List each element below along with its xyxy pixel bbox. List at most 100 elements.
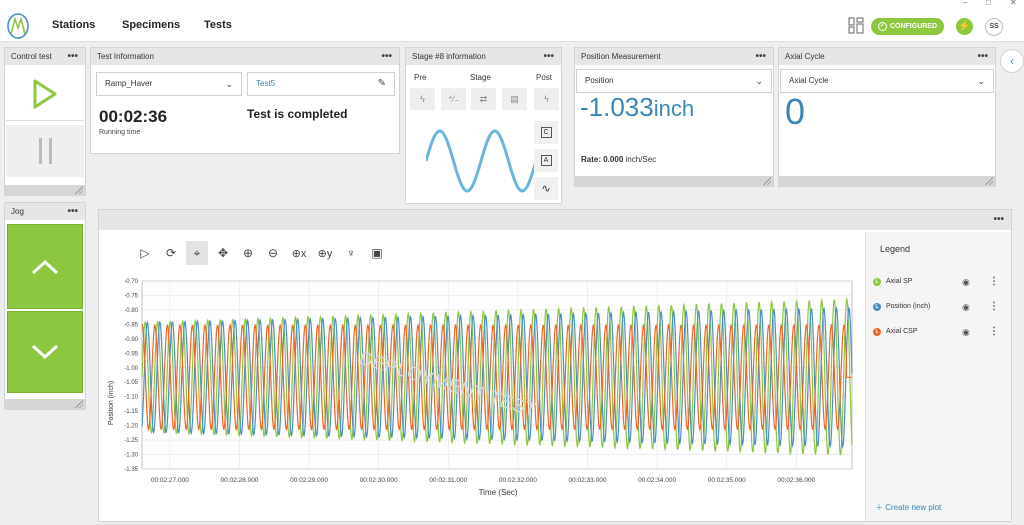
pan-move-icon[interactable]: ✥	[217, 246, 229, 260]
more-options-icon[interactable]: •••	[67, 206, 78, 217]
y-tick-label: -0.85	[124, 322, 138, 328]
test-information-header: Test Information •••	[91, 48, 399, 65]
eye-visibility-icon[interactable]: ◉	[962, 302, 970, 312]
y-tick-label: -1.15	[124, 409, 138, 415]
y-tick-label: -1.00	[124, 366, 138, 372]
ramp-icon[interactable]: ⁺⁄₋	[441, 88, 466, 110]
plot-header: •••	[99, 210, 1011, 230]
chevron-up-icon	[31, 259, 59, 274]
pre-lightning-icon[interactable]: ϟ	[410, 88, 435, 110]
pencil-edit-icon[interactable]: ✎	[377, 78, 386, 89]
nav-tests[interactable]: Tests	[204, 19, 232, 31]
rate-label: Rate:	[581, 155, 602, 164]
rate-value: 0.000	[603, 155, 624, 164]
cycle-icon[interactable]: ⇄	[471, 88, 496, 110]
y-tick-label: -1.05	[124, 380, 138, 386]
more-options-icon[interactable]: •••	[543, 51, 554, 62]
stage-waveform	[426, 129, 536, 193]
eye-visibility-icon[interactable]: ◉	[962, 277, 970, 287]
resize-grip-icon[interactable]	[75, 400, 83, 408]
play-button[interactable]	[6, 67, 84, 121]
more-options-icon[interactable]: •••	[381, 51, 392, 62]
y-tick-label: -0.90	[124, 337, 138, 343]
position-measurement-panel: Position Measurement ••• Position ⌄ -1.0…	[574, 47, 774, 187]
test-name-field[interactable]: Test5 ✎	[247, 72, 395, 96]
stage-c-button[interactable]: C	[534, 121, 558, 144]
create-new-plot-button[interactable]: ＋ Create new plot	[875, 502, 941, 513]
chevron-down-icon: ⌄	[977, 76, 985, 86]
kebab-menu-icon[interactable]: ⋮	[989, 326, 999, 337]
measurement-select[interactable]: Position ⌄	[576, 69, 772, 93]
more-options-icon[interactable]: •••	[977, 51, 988, 62]
resize-grip-icon[interactable]	[985, 177, 993, 185]
refresh-icon[interactable]: ⟳	[165, 246, 177, 260]
y-tick-label: -1.10	[124, 395, 138, 401]
series-marker-icon: L	[873, 328, 881, 336]
layout-grid-icon[interactable]	[848, 17, 864, 34]
maximize-button[interactable]: □	[986, 0, 991, 7]
sine-wave-icon[interactable]: ∿	[534, 177, 558, 200]
test-information-panel: Test Information ••• Ramp_Haver ⌄ Test5 …	[90, 47, 400, 154]
resize-grip-icon[interactable]	[75, 186, 83, 194]
legend-item-position[interactable]: L Position (inch) ◉ ⋮	[873, 300, 1003, 314]
zoom-out-icon[interactable]: ⊖	[267, 246, 279, 260]
legend-item-axial-csp[interactable]: L Axial CSP ◉ ⋮	[873, 325, 1003, 339]
crosshair-icon[interactable]: ⌖	[186, 241, 208, 265]
running-time-label: Running time	[99, 129, 141, 136]
kebab-menu-icon[interactable]: ⋮	[989, 276, 999, 287]
legend-panel: Legend L Axial SP ◉ ⋮ L Position (inch) …	[865, 232, 1011, 521]
nav-specimens[interactable]: Specimens	[122, 19, 181, 31]
c-icon: C	[540, 127, 552, 138]
x-tick-label: 00:02:30.000	[360, 477, 398, 484]
cycle-value: 0	[785, 91, 806, 132]
app-logo[interactable]	[6, 12, 30, 40]
kebab-menu-icon[interactable]: ⋮	[989, 301, 999, 312]
stage-pre-label: Pre	[414, 73, 427, 82]
zoom-x-icon[interactable]: ⊕x	[291, 247, 307, 260]
plug-icon[interactable]: ⚡	[956, 18, 973, 35]
more-options-icon[interactable]: •••	[67, 51, 78, 62]
panel-footer	[5, 185, 85, 195]
user-avatar[interactable]: SS	[985, 18, 1003, 36]
stage-a-button[interactable]: A	[534, 149, 558, 172]
procedure-select[interactable]: Ramp_Haver ⌄	[96, 72, 242, 96]
nav-stations[interactable]: Stations	[52, 19, 96, 31]
image-export-icon[interactable]: ▣	[371, 246, 383, 260]
position-value: -1.033	[580, 92, 654, 122]
position-chart[interactable]: -0.70 -0.75 -0.80 -0.85 -0.90 -0.95 -1.00 -1.05…	[100, 275, 862, 500]
minimize-button[interactable]: –	[963, 0, 968, 7]
x-tick-label: 00:02:27.000	[151, 477, 189, 484]
cycle-selected: Axial Cycle	[789, 76, 829, 85]
post-lightning-icon[interactable]: ϟ	[534, 88, 559, 110]
test-status-text: Test is completed	[247, 107, 348, 121]
more-options-icon[interactable]: •••	[755, 51, 766, 62]
y-tick-label: -1.35	[124, 467, 138, 473]
zoom-y-icon[interactable]: ⊕y	[317, 247, 333, 260]
close-button[interactable]: ✕	[1010, 0, 1017, 7]
position-measurement-header: Position Measurement •••	[575, 48, 773, 65]
stage-stage-label: Stage	[470, 73, 491, 82]
running-time-value: 00:02:36	[99, 107, 168, 126]
eye-visibility-icon[interactable]: ◉	[962, 327, 970, 337]
play-plot-icon[interactable]: ▷	[140, 246, 150, 260]
control-test-panel: Control test •••	[4, 47, 86, 196]
configured-status-badge[interactable]: ✓ CONFIGURED	[871, 18, 944, 35]
jog-down-button[interactable]	[7, 311, 83, 393]
brush-clear-icon[interactable]: ♆	[346, 246, 356, 260]
resize-grip-icon[interactable]	[763, 177, 771, 185]
x-tick-label: 00:02:31.000	[429, 477, 467, 484]
document-icon[interactable]: ▤	[502, 88, 527, 110]
panel-footer	[5, 399, 85, 409]
y-tick-label: -1.20	[124, 424, 138, 430]
position-value-display: -1.033inch	[580, 92, 694, 123]
cycle-select[interactable]: Axial Cycle ⌄	[780, 69, 994, 93]
zoom-in-icon[interactable]: ⊕	[242, 246, 254, 260]
stage-post-label: Post	[536, 73, 553, 82]
rate-unit: inch/Sec	[625, 155, 657, 164]
pause-button[interactable]	[6, 125, 84, 177]
more-options-icon[interactable]: •••	[993, 214, 1004, 225]
y-tick-label: -0.95	[124, 351, 138, 357]
jog-up-button[interactable]	[7, 224, 83, 309]
collapse-panel-chevron-left-icon[interactable]: ‹	[1000, 49, 1024, 73]
legend-item-axial-sp[interactable]: L Axial SP ◉ ⋮	[873, 275, 1003, 289]
